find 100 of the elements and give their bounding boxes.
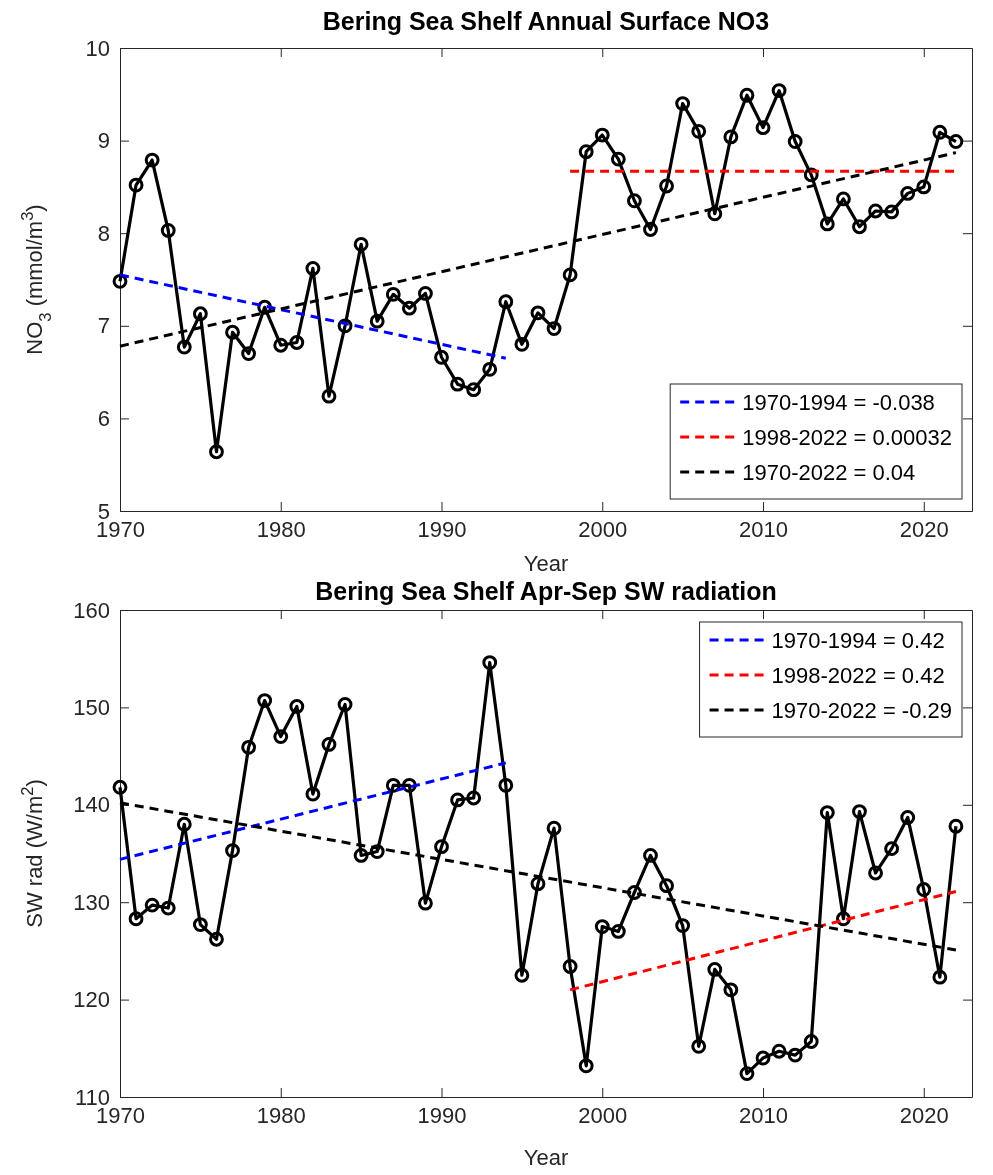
y-tick-label: 8 [97,220,110,246]
point [627,885,642,900]
point [932,969,948,985]
point [578,144,594,160]
point [562,267,578,283]
point [530,876,546,892]
y-tick-label: 140 [73,792,110,818]
point [884,204,900,220]
point [241,346,257,361]
point [755,1050,771,1066]
point [289,699,305,714]
point [884,841,900,857]
point [916,179,932,195]
point [209,931,224,947]
point [723,129,739,145]
legend-label: 1998-2022 = 0.00032 [742,424,952,450]
point [610,924,626,939]
y-tick-label: 160 [73,597,110,623]
x-axis-title: Year [523,551,569,576]
point [321,737,337,752]
point [659,878,674,894]
point [241,739,257,755]
point [932,124,948,140]
point [771,83,787,98]
legend-label: 1970-1994 = -0.038 [742,389,935,415]
point [176,339,192,355]
point [482,655,498,670]
point [514,967,530,983]
point [900,810,916,825]
legend-label: 1970-2022 = -0.29 [771,697,952,723]
x-tick-label: 2010 [739,516,788,542]
point [498,294,514,310]
point [418,895,433,911]
point [594,919,610,934]
point [530,305,546,321]
y-tick-label: 150 [73,694,110,720]
point [675,96,691,111]
point [176,816,192,832]
x-tick-label: 2000 [578,1102,628,1128]
point [128,911,144,927]
legend-label: 1998-2022 = 0.42 [771,662,945,688]
y-tick-label: 9 [97,128,110,154]
point [337,318,353,334]
y-tick-label: 7 [97,313,110,339]
point [868,203,883,219]
point [819,805,835,820]
point [225,324,240,340]
point [498,777,514,793]
point [128,177,144,193]
point [160,223,176,238]
point [514,336,530,352]
point [385,777,401,793]
point [610,151,626,167]
point [466,382,482,398]
point [643,848,658,863]
point [578,1058,594,1074]
point [739,87,755,103]
legend-label: 1970-1994 = 0.42 [771,627,945,653]
point [353,848,369,863]
y-tick-label: 120 [73,987,110,1013]
point [466,790,482,806]
point [643,222,658,237]
point [450,376,465,392]
point [787,134,803,149]
point [289,335,305,350]
point [787,1047,803,1063]
x-tick-label: 1980 [256,516,306,542]
point [707,962,723,977]
x-tick-label: 1990 [417,516,467,542]
point [209,444,224,460]
y-tick-label: 6 [97,405,110,431]
legend-label: 1970-2022 = 0.04 [742,459,916,485]
point [916,882,932,897]
point [305,786,321,802]
point [723,982,739,998]
point [546,321,562,336]
point [305,260,321,276]
point [659,178,674,194]
point [160,900,176,916]
point [707,206,723,222]
point [691,1038,707,1054]
point [594,127,610,143]
point [434,349,449,365]
point [450,792,465,808]
point [691,123,707,139]
point [675,918,691,933]
chart-title: Bering Sea Shelf Apr-Sep SW radiation [315,577,777,605]
x-tick-label: 1980 [256,1102,306,1128]
point [337,697,353,712]
x-tick-label: 2020 [899,516,949,542]
x-tick-label: 2020 [899,1102,949,1128]
point [353,236,369,252]
x-tick-label: 1990 [417,1102,467,1128]
point [755,120,771,136]
point [225,843,240,858]
point [401,300,417,316]
point [771,1043,787,1059]
point [273,337,289,353]
point [482,361,498,377]
point [562,959,578,974]
